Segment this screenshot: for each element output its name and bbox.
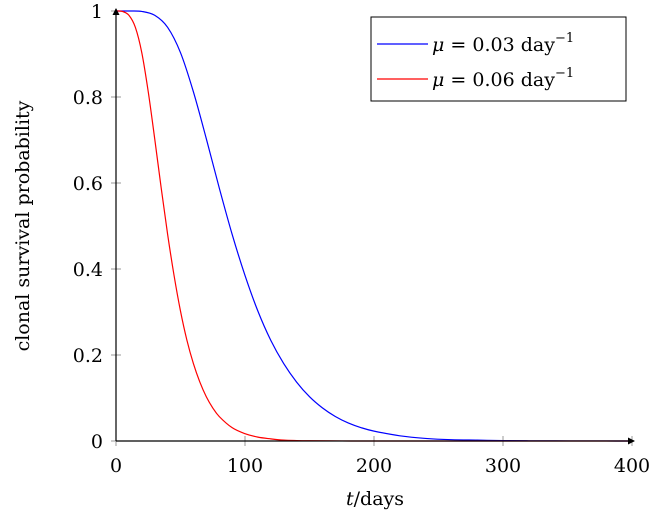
legend: μ = 0.03 day−1 μ = 0.06 day−1 <box>370 16 627 102</box>
x-tick-label: 300 <box>485 455 521 477</box>
y-tick-label: 1 <box>91 1 103 23</box>
x-tick-label: 200 <box>356 455 392 477</box>
y-axis-label: clonal survival probability <box>12 100 34 351</box>
y-tick-label: 0.4 <box>73 259 103 281</box>
x-tick-label: 0 <box>110 455 122 477</box>
x-axis-label: t/days <box>346 488 404 510</box>
y-tick-label: 0.8 <box>73 87 103 109</box>
legend-box <box>370 16 627 102</box>
y-tick-label: 0.2 <box>73 345 103 367</box>
x-tick-label: 400 <box>614 455 650 477</box>
y-tick-labels: 0 0.2 0.4 0.6 0.8 1 <box>73 1 103 453</box>
legend-entry-mu-006: μ = 0.06 day−1 <box>432 66 574 91</box>
y-tick-label: 0.6 <box>73 173 103 195</box>
x-tick-labels: 0 100 200 300 400 <box>110 455 650 477</box>
y-tick-label: 0 <box>91 431 103 453</box>
x-tick-label: 100 <box>227 455 263 477</box>
legend-entry-mu-003: μ = 0.03 day−1 <box>432 31 574 56</box>
